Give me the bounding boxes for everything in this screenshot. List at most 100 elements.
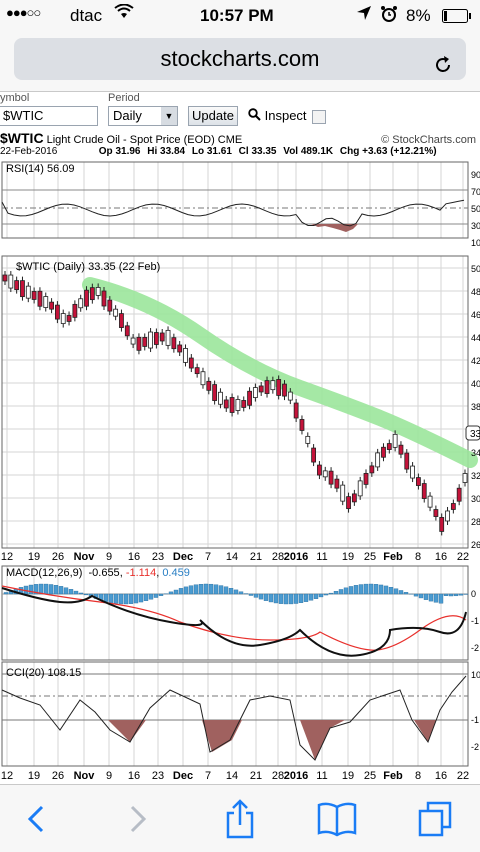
cci-line <box>1 675 467 761</box>
bookmarks-icon[interactable] <box>316 799 357 839</box>
macd-ticks: 0 -1 -2 <box>471 589 479 653</box>
cci-oversold-area <box>108 720 436 760</box>
candle-body <box>60 313 66 324</box>
reload-icon[interactable] <box>432 48 454 72</box>
x-axis-label: 16 <box>435 551 447 563</box>
period-select[interactable]: Daily ▼ <box>108 106 178 126</box>
x-axis-label: 7 <box>205 770 211 782</box>
symbol-label: ymbol <box>0 92 30 104</box>
status-bar: ●●●○○ dtac 10:57 PM 8% <box>0 0 480 32</box>
macd-bar <box>228 588 234 595</box>
candle-body <box>317 464 322 476</box>
x-axis-label: 19 <box>342 770 354 782</box>
x-axis-label: 2016 <box>284 770 308 782</box>
x-axis-label: 28 <box>272 770 284 782</box>
rsi-oversold-area <box>311 224 358 232</box>
macd-value-3: 0.459 <box>162 567 190 579</box>
candle-body <box>55 304 60 320</box>
candle-body <box>456 487 462 502</box>
macd-bar <box>298 593 304 603</box>
candle-body <box>340 484 346 502</box>
candle-body <box>78 298 84 309</box>
candle-body <box>363 472 369 485</box>
x-axis-label: Feb <box>383 551 403 563</box>
forward-icon[interactable] <box>116 799 156 839</box>
candle-body <box>136 336 142 351</box>
x-axis-label: 16 <box>128 551 140 563</box>
update-button[interactable]: Update <box>188 106 238 126</box>
macd-bar <box>118 593 124 605</box>
candle-body <box>84 289 89 307</box>
y-axis-label: 90 <box>471 170 480 180</box>
x-axis-label: 25 <box>364 770 376 782</box>
candle-body <box>404 452 410 470</box>
candle-body <box>124 325 130 337</box>
macd-bar <box>458 593 464 596</box>
macd-bar <box>223 586 229 595</box>
candle-body <box>235 399 241 411</box>
price-panel <box>1 255 469 549</box>
macd-bar <box>108 593 114 603</box>
macd-bar <box>158 593 164 596</box>
candle-body <box>433 509 439 517</box>
symbol-input[interactable]: $WTIC <box>0 106 98 126</box>
magnifier-icon <box>248 107 261 127</box>
macd-bar <box>143 593 149 601</box>
macd-bar <box>198 583 204 595</box>
macd-bar <box>343 587 349 595</box>
web-content: ymbol Period $WTIC Daily ▼ Update Inspec… <box>0 92 480 784</box>
y-axis-label: 30 <box>471 494 480 504</box>
macd-bar <box>368 583 374 595</box>
x-axis-label: Nov <box>74 770 96 782</box>
candle-body <box>299 419 305 431</box>
candle-body <box>49 301 54 310</box>
inspect-checkbox[interactable] <box>312 109 327 124</box>
candle-body <box>43 296 49 308</box>
x-axis-bottom: 12 19 26 Nov 9 16 23 Dec 7 14 21 28 2016 11 19 25 Feb 8 16… <box>1 770 469 782</box>
candle-body <box>148 331 153 349</box>
candle-body <box>334 478 340 489</box>
x-axis-label: 11 <box>316 770 327 782</box>
x-axis-label: 26 <box>52 770 64 782</box>
last-price-marker <box>465 425 480 441</box>
macd-bar <box>348 586 354 595</box>
macd-bar <box>303 593 309 602</box>
macd-bar <box>418 593 424 599</box>
candle-body <box>439 517 445 532</box>
address-bar[interactable]: stockcharts.com <box>14 38 466 80</box>
candle-body <box>171 337 177 350</box>
inspect-toggle[interactable]: Inspect <box>248 106 327 127</box>
macd-bar <box>278 593 284 604</box>
candle-body <box>206 380 212 391</box>
share-icon[interactable] <box>220 799 260 839</box>
macd-bar <box>333 591 339 595</box>
chevron-down-icon: ▼ <box>161 107 177 125</box>
macd-bar <box>253 593 259 598</box>
y-axis-label: -1 <box>471 715 479 725</box>
candle-body <box>293 402 299 419</box>
macd-bar <box>203 583 209 595</box>
rsi-line <box>1 199 465 227</box>
x-axis-label: 9 <box>106 770 112 782</box>
signal-icon: ●●●○○ <box>6 5 41 20</box>
macd-bar <box>373 584 379 595</box>
high-value: Hi 33.84 <box>147 146 186 157</box>
y-axis-label: 10 <box>471 238 480 248</box>
macd-bar <box>33 584 39 595</box>
back-icon[interactable] <box>18 799 58 839</box>
candle-body <box>89 287 95 301</box>
browser-chrome: stockcharts.com <box>0 32 480 92</box>
macd-bar <box>378 584 384 595</box>
macd-bar <box>48 584 54 595</box>
chart-name: Light Crude Oil - Spot Price (EOD) CME <box>46 134 243 146</box>
macd-bar <box>403 592 409 595</box>
macd-bar <box>268 593 274 603</box>
x-axis-label: 14 <box>226 551 238 563</box>
chart-date: 22-Feb-2016 <box>0 146 58 157</box>
macd-bar <box>183 586 189 595</box>
candle-body <box>351 493 357 503</box>
candle-body <box>229 397 235 413</box>
tabs-icon[interactable] <box>416 799 456 839</box>
